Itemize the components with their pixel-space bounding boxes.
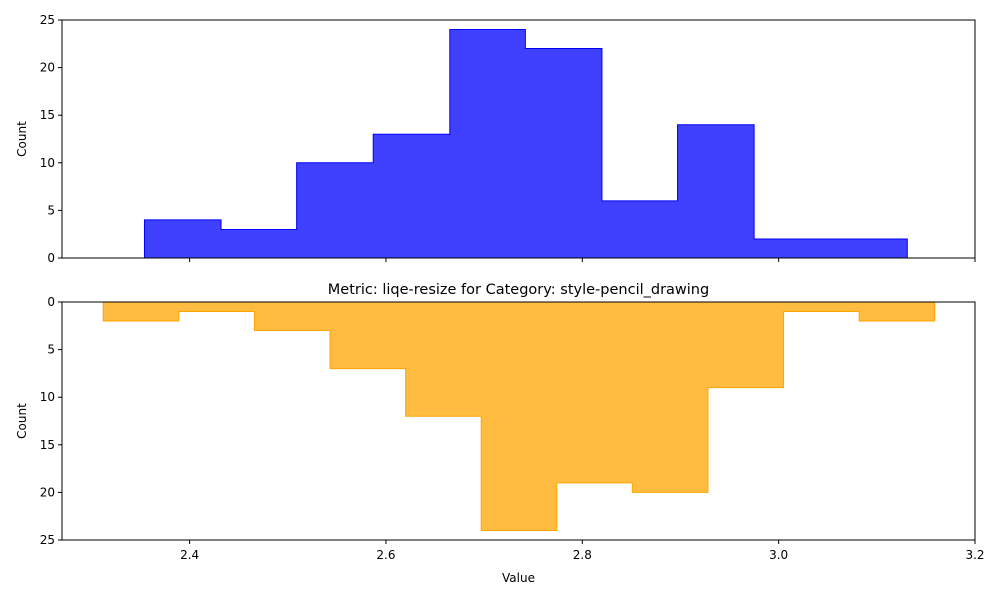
y-tick-label: 10 [40, 156, 55, 170]
histogram-step-area [102, 301, 936, 531]
chart-title: Metric: liqe-resize for Category: style-… [328, 282, 709, 298]
x-tick-label: 2.8 [573, 548, 592, 562]
top-y-ticks: 0 5 10 15 20 25 [40, 13, 62, 265]
bottom-histogram-panel: 0 5 10 15 20 25 2.4 2.6 2.8 3.0 3.2 Metric: liqe-… [15, 282, 985, 585]
y-tick-label: 0 [47, 295, 55, 309]
top-plot-frame [61, 19, 976, 259]
bottom-histogram-bars [102, 301, 936, 531]
y-tick-label: 0 [47, 251, 55, 265]
top-y-axis-label: Count [15, 121, 29, 157]
y-tick-label: 25 [40, 533, 55, 547]
x-tick-label: 2.6 [376, 548, 395, 562]
bottom-plot-frame [61, 301, 976, 541]
y-tick-label: 15 [40, 108, 55, 122]
histogram-step-area [143, 29, 908, 259]
x-axis-label: Value [502, 571, 535, 585]
bottom-x-ticks: 2.4 2.6 2.8 3.0 3.2 [180, 540, 985, 562]
y-tick-label: 15 [40, 438, 55, 452]
y-tick-label: 10 [40, 390, 55, 404]
bottom-y-axis-label: Count [15, 403, 29, 439]
y-tick-label: 20 [40, 485, 55, 499]
top-histogram-panel: 0 5 10 15 20 25 Count [15, 13, 976, 265]
bottom-y-ticks: 0 5 10 15 20 25 [40, 295, 62, 547]
top-histogram-bars [143, 29, 908, 259]
x-tick-label: 2.4 [180, 548, 199, 562]
y-tick-label: 5 [47, 343, 55, 357]
top-x-ticks [189, 258, 976, 262]
y-tick-label: 5 [47, 203, 55, 217]
x-tick-label: 3.2 [965, 548, 984, 562]
y-tick-label: 20 [40, 61, 55, 75]
y-tick-label: 25 [40, 13, 55, 27]
x-tick-label: 3.0 [769, 548, 788, 562]
